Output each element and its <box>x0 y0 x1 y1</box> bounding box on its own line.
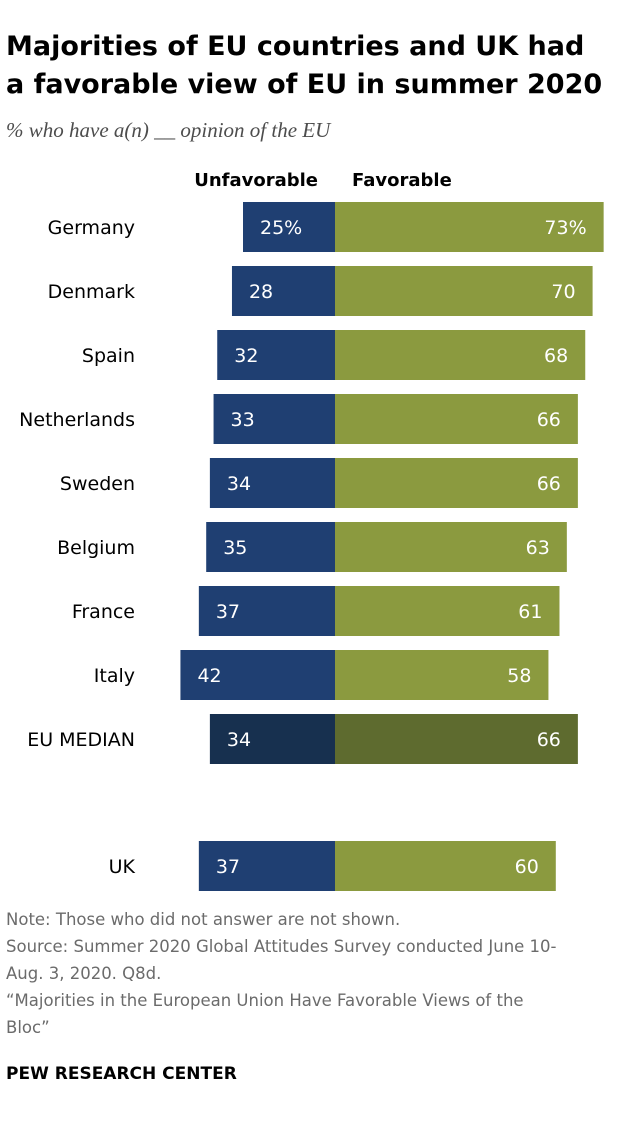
value-label-favorable-italy: 58 <box>507 665 531 687</box>
value-label-unfavorable-netherlands: 33 <box>231 409 255 431</box>
chart-title: Majorities of EU countries and UK had a … <box>6 31 603 100</box>
chart-subtitle: % who have a(n) __ opinion of the EU <box>6 118 331 142</box>
category-label-sweden: Sweden <box>60 473 135 495</box>
bar-favorable-sweden <box>335 458 578 508</box>
category-label-denmark: Denmark <box>48 281 135 303</box>
value-label-unfavorable-belgium: 35 <box>223 537 247 559</box>
bar-unfavorable-denmark <box>231 266 335 316</box>
report-title-line-1: “Majorities in the European Union Have F… <box>6 991 524 1010</box>
bar-unfavorable-germany <box>243 202 335 252</box>
bar-favorable-eu-median <box>335 714 578 764</box>
value-label-unfavorable-eu-median: 34 <box>227 729 251 751</box>
category-label-belgium: Belgium <box>57 537 135 559</box>
bar-favorable-germany <box>335 202 604 252</box>
bar-unfavorable-uk <box>198 841 335 891</box>
pew-research-center-logo-text: PEW RESEARCH CENTER <box>6 1064 237 1084</box>
source-text-line-2: Aug. 3, 2020. Q8d. <box>6 964 162 983</box>
bar-unfavorable-italy <box>180 650 335 700</box>
value-label-favorable-uk: 60 <box>515 856 539 878</box>
value-label-unfavorable-france: 37 <box>216 601 240 623</box>
bar-unfavorable-spain <box>217 330 335 380</box>
bar-favorable-spain <box>335 330 586 380</box>
diverging-bar-chart: Unfavorable Favorable Germany 25% 73% Denmark… <box>19 170 604 891</box>
category-label-uk: UK <box>109 856 136 878</box>
value-label-unfavorable-denmark: 28 <box>249 281 273 303</box>
value-label-favorable-spain: 68 <box>544 345 568 367</box>
value-label-unfavorable-uk: 37 <box>216 856 240 878</box>
category-label-eu-median: EU MEDIAN <box>27 729 135 751</box>
bar-favorable-italy <box>335 650 549 700</box>
category-label-netherlands: Netherlands <box>19 409 135 431</box>
category-label-france: France <box>72 601 135 623</box>
report-title-line-2: Bloc” <box>6 1018 50 1037</box>
note-text: Note: Those who did not answer are not s… <box>6 910 401 929</box>
bar-favorable-uk <box>335 841 556 891</box>
value-label-favorable-eu-median: 66 <box>537 729 561 751</box>
bar-favorable-belgium <box>335 522 567 572</box>
legend-favorable: Favorable <box>352 170 452 191</box>
value-label-favorable-germany: 73% <box>544 217 586 239</box>
bar-unfavorable-netherlands <box>213 394 335 444</box>
bar-favorable-france <box>335 586 560 636</box>
source-text-line-1: Source: Summer 2020 Global Attitudes Sur… <box>6 937 557 956</box>
value-label-unfavorable-sweden: 34 <box>227 473 251 495</box>
legend-unfavorable: Unfavorable <box>194 170 318 191</box>
notes-block: Note: Those who did not answer are not s… <box>6 906 606 1041</box>
bar-unfavorable-france <box>198 586 335 636</box>
value-label-unfavorable-germany: 25% <box>260 217 302 239</box>
bar-unfavorable-sweden <box>209 458 335 508</box>
value-label-favorable-france: 61 <box>518 601 542 623</box>
category-label-italy: Italy <box>94 665 135 687</box>
value-label-unfavorable-italy: 42 <box>197 665 221 687</box>
bar-favorable-denmark <box>335 266 593 316</box>
value-label-unfavorable-spain: 32 <box>234 345 258 367</box>
value-label-favorable-belgium: 63 <box>526 537 550 559</box>
category-label-spain: Spain <box>82 345 135 367</box>
value-label-favorable-denmark: 70 <box>551 281 575 303</box>
bar-unfavorable-belgium <box>206 522 335 572</box>
bar-favorable-netherlands <box>335 394 578 444</box>
value-label-favorable-sweden: 66 <box>537 473 561 495</box>
category-label-germany: Germany <box>48 217 135 239</box>
value-label-favorable-netherlands: 66 <box>537 409 561 431</box>
bar-unfavorable-eu-median <box>209 714 335 764</box>
